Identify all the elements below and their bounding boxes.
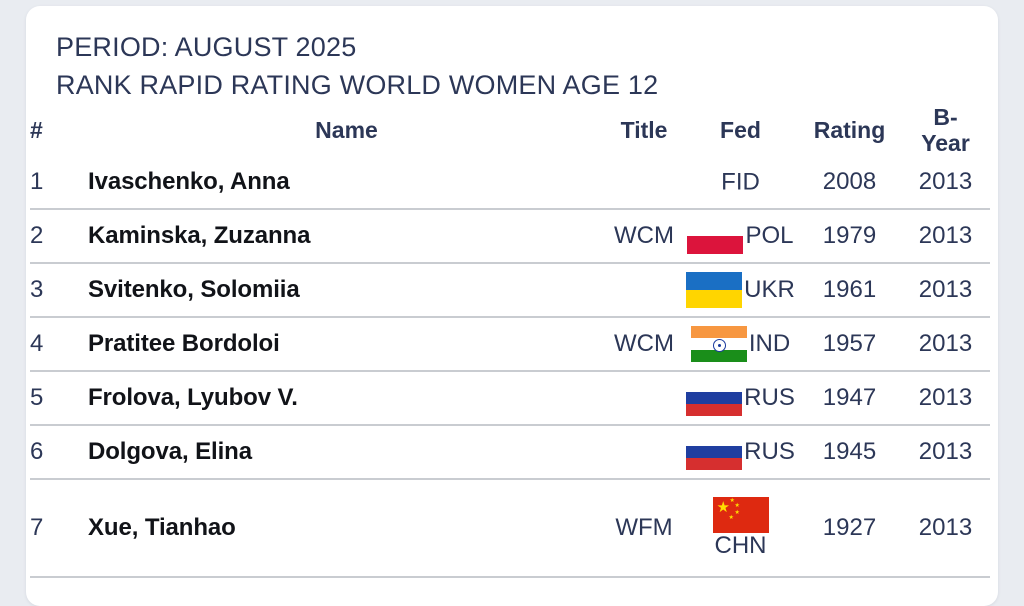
fed-code: RUS [744,383,795,411]
cell-rank: 7 [30,479,88,578]
cell-rank: 4 [30,317,88,372]
fed-code: FID [721,168,760,196]
cell-name[interactable]: Pratitee Bordoloi [88,317,605,372]
cell-rating: 1957 [798,317,901,372]
cell-name[interactable]: Ivaschenko, Anna [88,156,605,210]
cell-byear: 2013 [901,371,990,426]
flag-china-icon: ★ ★ ★ ★ ★ [712,497,769,534]
fed-code: UKR [744,275,795,303]
cell-rank: 2 [30,209,88,264]
fed-group: RUS [686,434,795,470]
cell-rank: 5 [30,371,88,426]
cell-name[interactable]: Xue, Tianhao [88,479,605,578]
table-row[interactable]: 4 Pratitee Bordoloi WCM IND 1957 2013 [30,317,990,372]
column-header-title[interactable]: Title [620,117,668,143]
cell-title [605,263,683,318]
cell-title: WFM [605,479,683,578]
cell-fed: POL [683,209,798,264]
table-row[interactable]: 3 Svitenko, Solomiia UKR 1961 2013 [30,263,990,318]
flag-poland-icon [687,218,744,254]
flag-star-small-icon: ★ [734,503,740,510]
cell-fed: ★ ★ ★ ★ ★ CHN [683,479,798,578]
rankings-table: # Name Title Fed Rating B- Year 1 Ivasch… [30,104,990,578]
flag-star-small-icon: ★ [729,498,735,505]
table-row[interactable]: 1 Ivaschenko, Anna FID 2008 2013 [30,156,990,210]
fed-group: RUS [686,380,795,416]
cell-byear: 2013 [901,263,990,318]
cell-fed: IND [683,317,798,372]
cell-byear: 2013 [901,209,990,264]
flag-india-icon [690,326,747,362]
cell-name[interactable]: Svitenko, Solomiia [88,263,605,318]
title-period: PERIOD: AUGUST 2025 [56,32,357,62]
cell-title: WCM [605,209,683,264]
cell-byear: 2013 [901,479,990,578]
cell-rating: 1979 [798,209,901,264]
flag-ukraine-icon [686,272,743,308]
cell-rank: 6 [30,425,88,480]
flag-star-large-icon: ★ [716,499,730,517]
cell-rank: 1 [30,156,88,210]
title-ranking: RANK RAPID RATING WORLD WOMEN AGE 12 [56,70,659,100]
flag-russia-icon [686,434,743,470]
cell-fed: FID [683,156,798,210]
fed-code: IND [748,329,791,357]
fed-group: POL [687,218,794,254]
byear-line-1: B- [933,104,958,130]
cell-rating: 1947 [798,371,901,426]
column-header-rank[interactable]: # [30,117,43,143]
flag-star-small-icon: ★ [728,515,734,522]
column-header-fed[interactable]: Fed [720,117,761,143]
flag-star-small-icon: ★ [734,510,740,517]
cell-rating: 1945 [798,425,901,480]
column-header-rating[interactable]: Rating [813,117,886,143]
cell-fed: RUS [683,371,798,426]
cell-name[interactable]: Frolova, Lyubov V. [88,371,605,426]
cell-rank: 3 [30,263,88,318]
fed-group: ★ ★ ★ ★ ★ CHN [683,497,798,558]
cell-rating: 1961 [798,263,901,318]
cell-fed: UKR [683,263,798,318]
fed-code: CHN [714,532,767,560]
cell-byear: 2013 [901,425,990,480]
header-row: # Name Title Fed Rating B- Year [30,104,990,156]
table-row[interactable]: 5 Frolova, Lyubov V. RUS 1947 2013 [30,371,990,426]
cell-title [605,425,683,480]
cell-fed: RUS [683,425,798,480]
cell-name[interactable]: Dolgova, Elina [88,425,605,480]
column-header-byear[interactable]: B- Year [901,104,990,156]
fed-code: POL [745,221,794,249]
table-row[interactable]: 2 Kaminska, Zuzanna WCM POL 1979 2013 [30,209,990,264]
ashoka-chakra-icon [713,338,727,352]
table-row[interactable]: 6 Dolgova, Elina RUS 1945 2013 [30,425,990,480]
fed-code: RUS [744,437,795,465]
byear-line-2: Year [921,130,970,156]
column-header-name[interactable]: Name [315,117,378,143]
fed-group: IND [690,326,791,362]
cell-title [605,156,683,210]
cell-title [605,371,683,426]
cell-rating: 2008 [798,156,901,210]
cell-name[interactable]: Kaminska, Zuzanna [88,209,605,264]
table-row[interactable]: 7 Xue, Tianhao WFM ★ ★ ★ ★ ★ CHN [30,479,990,578]
flag-russia-icon [686,380,743,416]
table-header: # Name Title Fed Rating B- Year [30,104,990,156]
page-title: PERIOD: AUGUST 2025 RANK RAPID RATING WO… [26,6,998,104]
cell-byear: 2013 [901,156,990,210]
cell-rating: 1927 [798,479,901,578]
ratings-card: PERIOD: AUGUST 2025 RANK RAPID RATING WO… [26,6,998,606]
cell-title: WCM [605,317,683,372]
fed-group: FID [721,170,760,195]
table-body: 1 Ivaschenko, Anna FID 2008 2013 2 Kamin… [30,156,990,578]
cell-byear: 2013 [901,317,990,372]
fed-group: UKR [686,272,795,308]
